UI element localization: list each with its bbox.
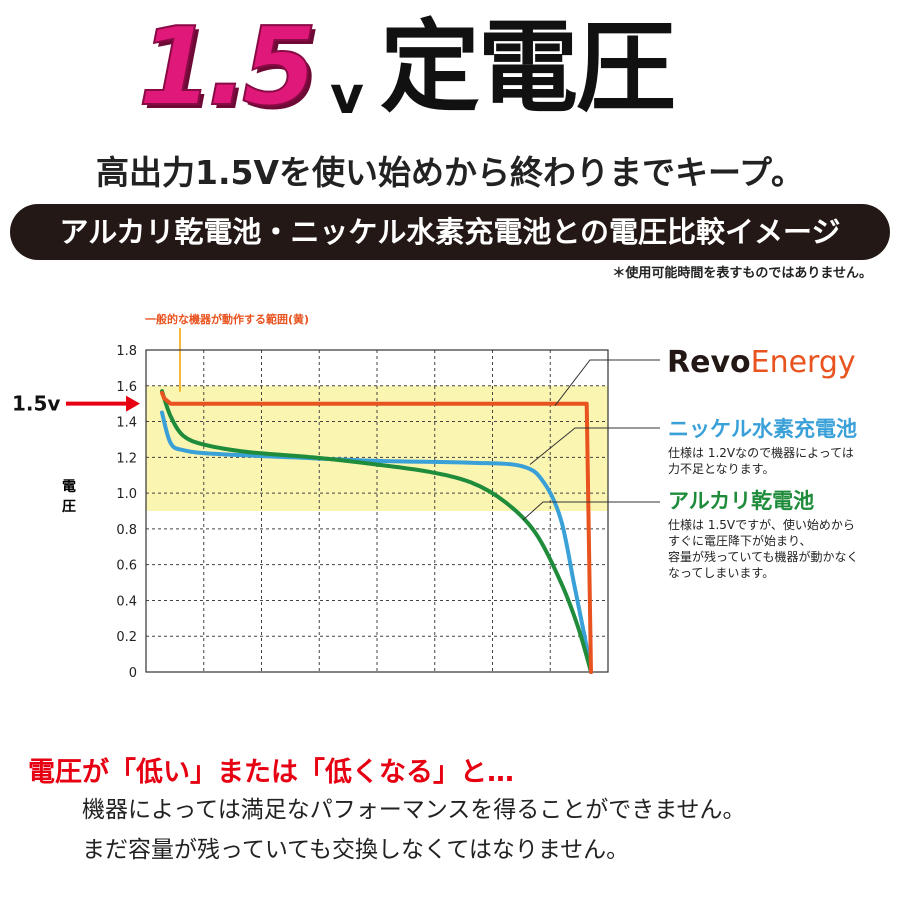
comparison-banner: アルカリ乾電池・ニッケル水素充電池との電圧比較イメージ bbox=[10, 204, 890, 260]
subtitle: 高出力1.5Vを使い始めから終わりまでキープ。 bbox=[95, 153, 805, 192]
marker-arrow-head bbox=[126, 395, 140, 412]
series-lines bbox=[160, 389, 593, 674]
warning-line-2: まだ容量が残っていても交換しなくてはなりません。 bbox=[82, 837, 630, 863]
hero-voltage-number: 1.5 bbox=[137, 5, 318, 130]
y-axis-label-bottom: 圧 bbox=[62, 499, 76, 515]
y-tick-label: 0.8 bbox=[116, 523, 137, 538]
y-tick-label: 1.0 bbox=[116, 487, 137, 502]
series-line-alkaline bbox=[160, 389, 593, 674]
y-tick-label: 0 bbox=[129, 666, 137, 681]
y-tick-label: 1.2 bbox=[116, 451, 137, 466]
y-tick-label: 0.6 bbox=[116, 559, 137, 574]
plot-frame bbox=[145, 349, 609, 673]
y-tick-label: 1.4 bbox=[116, 416, 137, 431]
legend-revo-energy: RevoEnergy bbox=[667, 345, 856, 380]
hero-voltage-unit: v bbox=[330, 66, 364, 126]
marker-label-1-5v: 1.5v bbox=[12, 392, 60, 416]
disclaimer-note: ＊使用可能時間を表すものではありません。 bbox=[612, 266, 872, 281]
y-tick-label: 0.4 bbox=[116, 594, 137, 609]
legend-alkaline-desc-line: 仕様は 1.5Vですが、使い始めから bbox=[668, 517, 855, 532]
legend-revo-word: Revo bbox=[667, 345, 751, 380]
legend-energy-word: Energy bbox=[751, 345, 856, 380]
legend-nimh-desc-line: 仕様は 1.2Vなので機器によっては bbox=[668, 445, 854, 460]
legend-alkaline-desc-line: すぐに電圧降下が始まり、 bbox=[668, 533, 812, 548]
legend-alkaline-desc-line: なってしまいます。 bbox=[668, 566, 774, 580]
leader-nimh bbox=[529, 427, 660, 465]
series-line-revo-energy bbox=[160, 390, 593, 674]
operating-range-label: 一般的な機器が動作する範囲(黄) bbox=[145, 312, 309, 326]
legend-alkaline: アルカリ乾電池 bbox=[668, 489, 814, 513]
y-axis-label-top: 電 bbox=[62, 478, 76, 495]
hero-title: 定電圧 bbox=[380, 9, 676, 126]
leader-revo-energy bbox=[554, 359, 660, 406]
legend-nimh-desc-line: 力不足となります。 bbox=[668, 462, 774, 476]
voltage-comparison-chart: 一般的な機器が動作する範囲(黄) 1.8 1.6 1.4 1.2 1.0 0.8 0.6 0.… bbox=[12, 312, 858, 681]
y-tick-label: 1.6 bbox=[116, 380, 137, 395]
leader-alkaline bbox=[522, 501, 660, 521]
y-tick-label: 0.2 bbox=[116, 630, 137, 645]
legend-alkaline-desc-line: 容量が残っていても機器が動かなく bbox=[668, 549, 858, 564]
series-line-nimh bbox=[160, 410, 593, 674]
warning-line-1: 機器によっては満足なパフォーマンスを得ることができません。 bbox=[82, 797, 746, 823]
y-tick-label: 1.8 bbox=[116, 344, 137, 359]
warning-title: 電圧が「低い」または「低くなる」と… bbox=[28, 757, 514, 788]
y-axis-ticks: 1.8 1.6 1.4 1.2 1.0 0.8 0.6 0.4 0.2 0 bbox=[116, 344, 137, 681]
legend-nimh: ニッケル水素充電池 bbox=[668, 417, 857, 441]
